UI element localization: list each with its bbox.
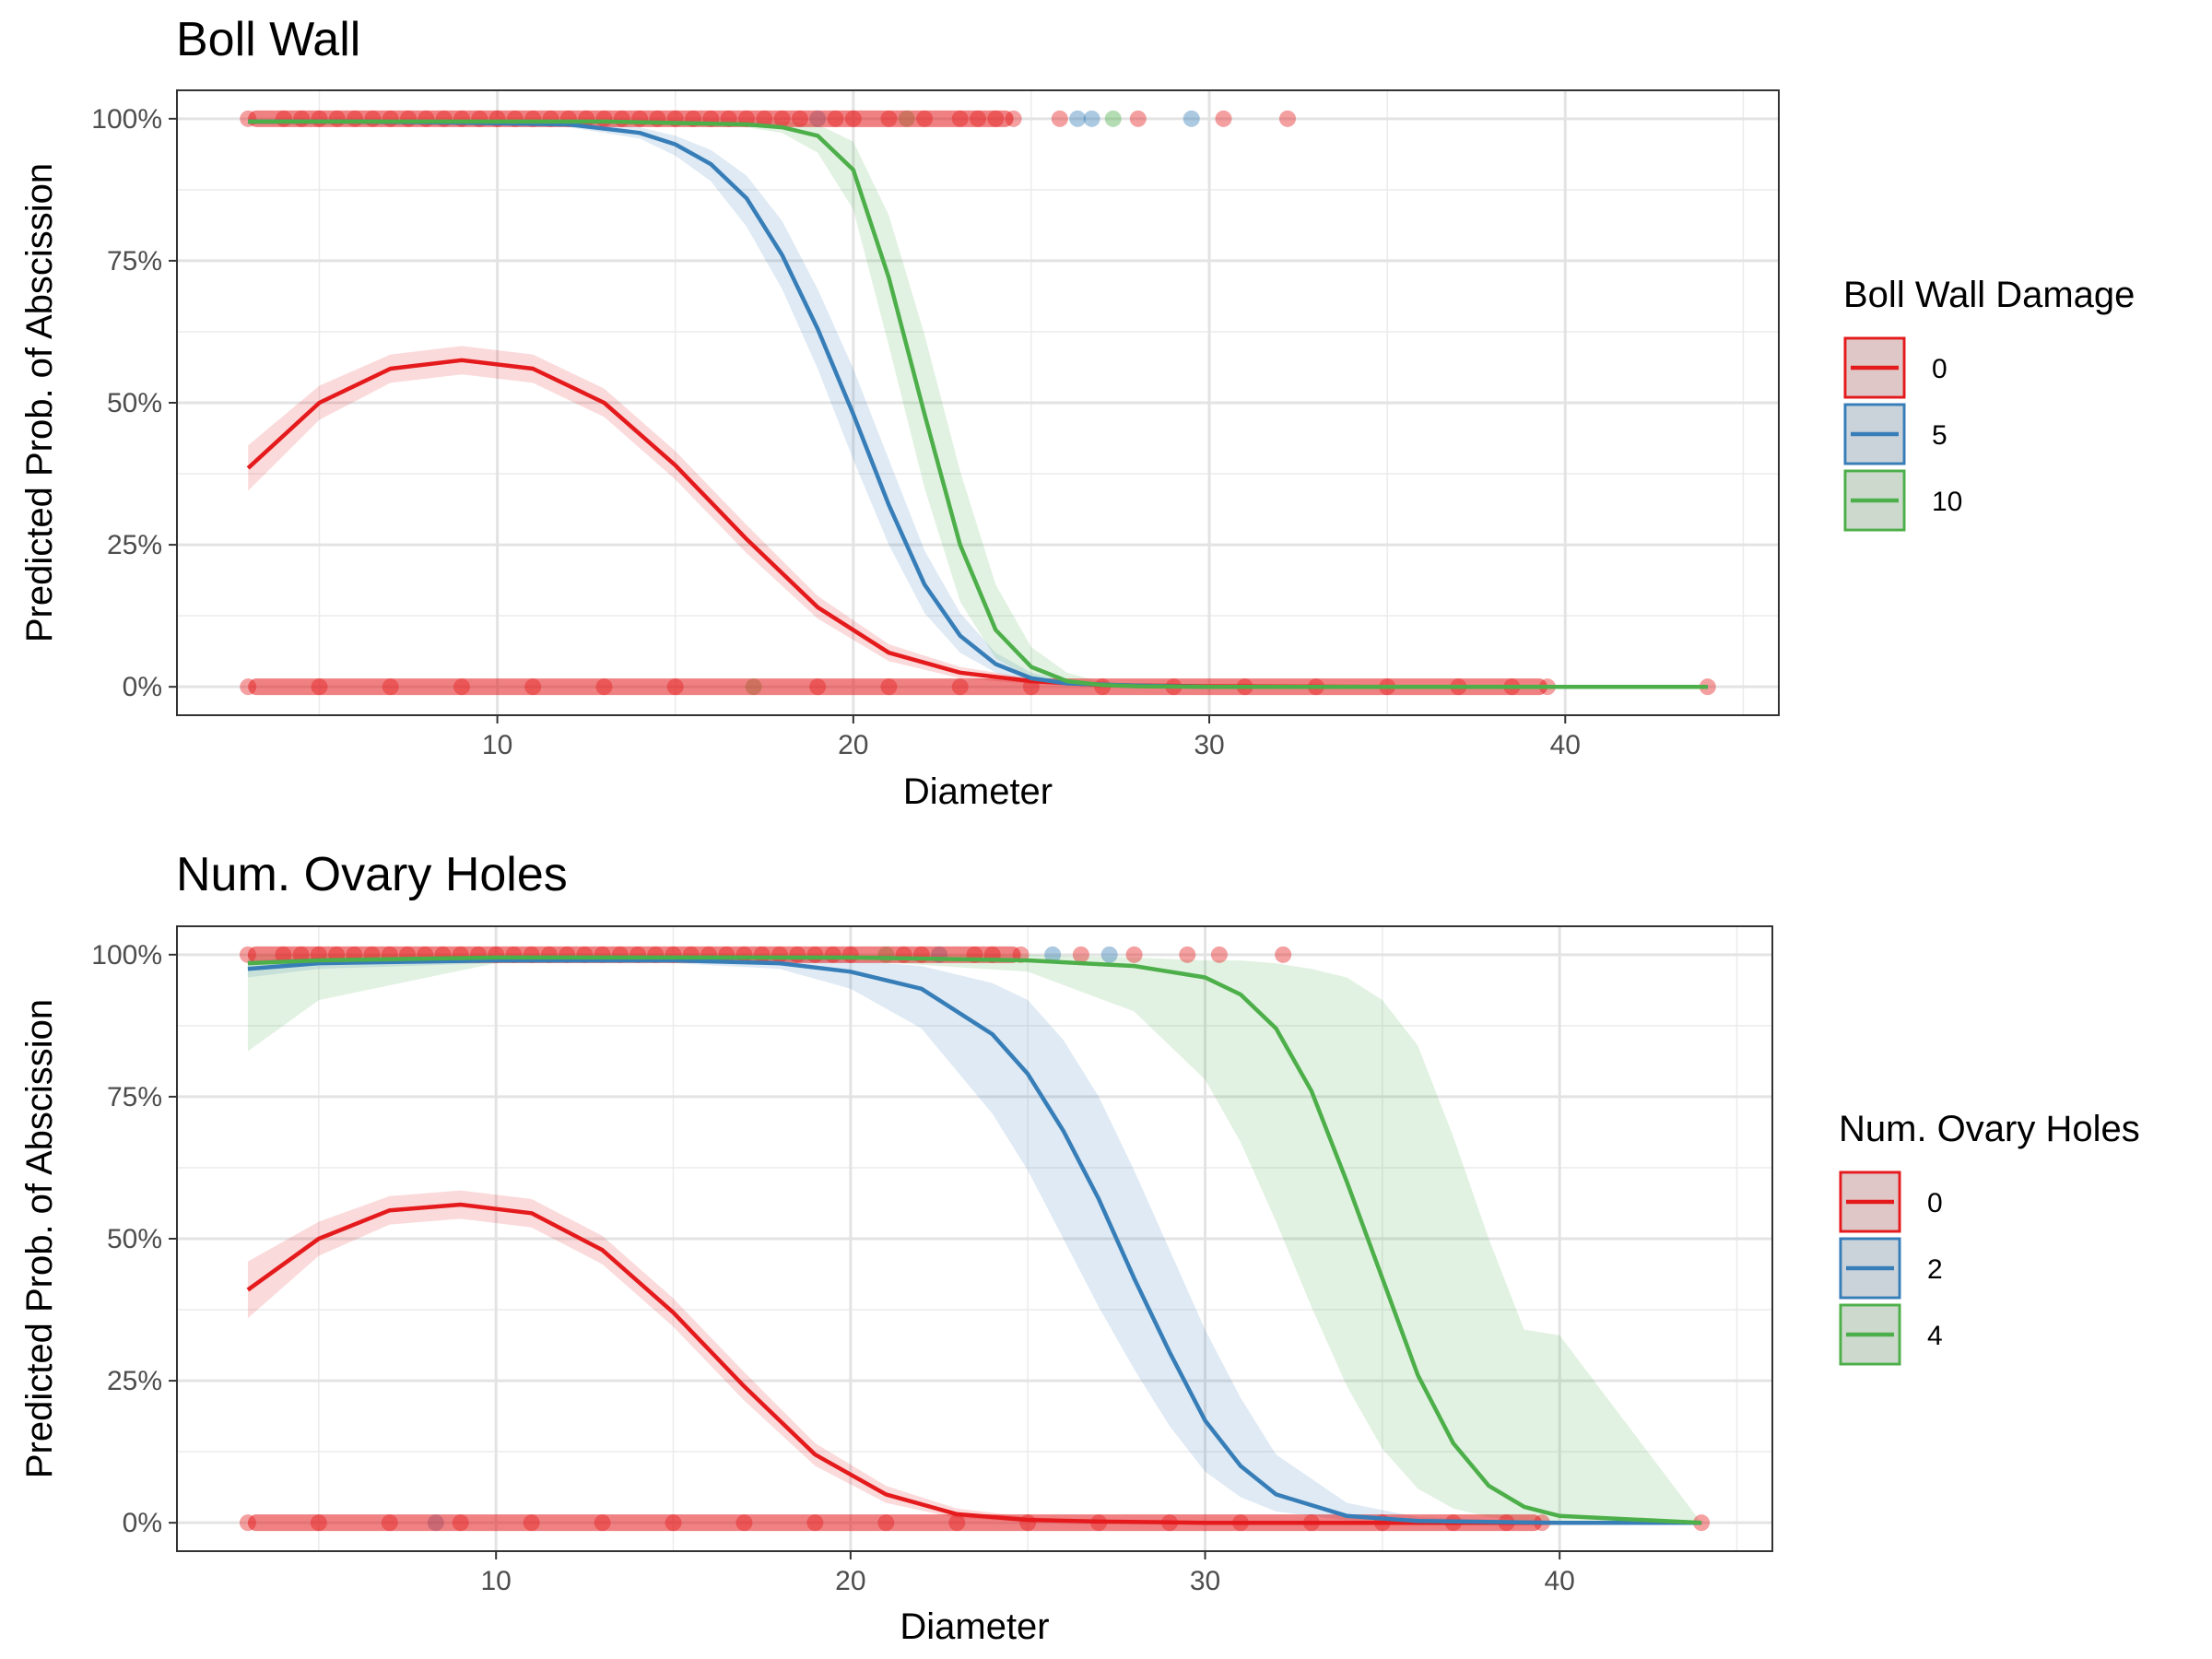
data-point bbox=[1182, 110, 1200, 127]
fitted-line-0 bbox=[246, 1202, 1702, 1525]
data-point bbox=[1129, 110, 1147, 127]
legend-title: Boll Wall Damage bbox=[1843, 275, 2135, 315]
chart-panel-2: 10 20 30 400%25%50%75%100%Num. Ovary HolesD… bbox=[19, 848, 2140, 1647]
chart-title: Num. Ovary Holes bbox=[176, 848, 568, 901]
y-axis-title: Predicted Prob. of Abscission bbox=[19, 999, 60, 1478]
data-point-band bbox=[247, 1514, 1542, 1532]
chart-panel-1: 10 20 30 40 0% 25% 50% 75% 100% Boll Wall Diameter… bbox=[19, 13, 2135, 812]
confidence-band-2 bbox=[247, 956, 1702, 1524]
data-point bbox=[1125, 946, 1143, 963]
y-tick-label: 25% bbox=[107, 1366, 162, 1396]
data-point bbox=[1279, 110, 1297, 127]
legend: Num. Ovary Holes 0 2 4 bbox=[1839, 1109, 2140, 1366]
fitted-line-4 bbox=[247, 955, 1702, 1525]
x-tick-label: 30 bbox=[1190, 1566, 1220, 1596]
data-point bbox=[1275, 946, 1292, 963]
confidence-band-10 bbox=[248, 119, 1708, 688]
legend-label: 4 bbox=[1927, 1321, 1943, 1351]
legend-label: 5 bbox=[1932, 420, 1947, 451]
legend: Boll Wall Damage 0 5 10 bbox=[1843, 275, 2135, 532]
data-point bbox=[1210, 946, 1228, 963]
legend-title: Num. Ovary Holes bbox=[1839, 1109, 2140, 1149]
data-point bbox=[1083, 110, 1100, 127]
data-point-band bbox=[248, 110, 1014, 127]
legend-label: 0 bbox=[1932, 354, 1947, 384]
data-point-band bbox=[248, 678, 1547, 696]
x-tick-label: 10 bbox=[482, 730, 512, 760]
fitted-line-2 bbox=[247, 958, 1702, 1525]
x-tick-label: 20 bbox=[838, 730, 868, 760]
y-tick-label: 100% bbox=[91, 104, 162, 135]
confidence-band-4 bbox=[247, 954, 1702, 1524]
data-point bbox=[1069, 110, 1087, 127]
x-tick-label: 40 bbox=[1545, 1566, 1575, 1596]
data-point bbox=[1179, 946, 1196, 963]
data-point bbox=[1215, 110, 1232, 127]
y-tick-label: 25% bbox=[107, 530, 162, 560]
y-tick-label: 0% bbox=[123, 1508, 162, 1538]
chart-title: Boll Wall bbox=[176, 13, 360, 66]
legend-label: 10 bbox=[1932, 487, 1962, 517]
y-tick-label: 50% bbox=[107, 388, 162, 418]
y-tick-label: 100% bbox=[91, 940, 162, 971]
x-tick-label: 40 bbox=[1550, 730, 1581, 760]
data-point bbox=[1072, 946, 1089, 963]
y-tick-label: 75% bbox=[107, 246, 162, 276]
data-point bbox=[1044, 946, 1062, 963]
x-axis-title: Diameter bbox=[900, 1606, 1049, 1647]
x-axis-title: Diameter bbox=[903, 771, 1053, 812]
data-point bbox=[1100, 946, 1118, 963]
x-tick-label: 20 bbox=[835, 1566, 865, 1596]
x-tick-label: 10 bbox=[481, 1566, 512, 1596]
data-point bbox=[1104, 110, 1122, 127]
legend-label: 0 bbox=[1927, 1188, 1943, 1218]
fitted-line-10 bbox=[248, 119, 1708, 689]
y-tick-label: 75% bbox=[107, 1082, 162, 1112]
legend-label: 2 bbox=[1927, 1254, 1943, 1285]
confidence-band-0 bbox=[247, 1190, 1702, 1524]
y-tick-label: 0% bbox=[123, 672, 162, 702]
confidence-band-0 bbox=[248, 346, 1708, 688]
x-tick-label: 30 bbox=[1194, 730, 1224, 760]
y-axis-title: Predicted Prob. of Abscission bbox=[19, 163, 60, 642]
y-tick-label: 50% bbox=[107, 1224, 162, 1254]
data-point bbox=[1051, 110, 1068, 127]
